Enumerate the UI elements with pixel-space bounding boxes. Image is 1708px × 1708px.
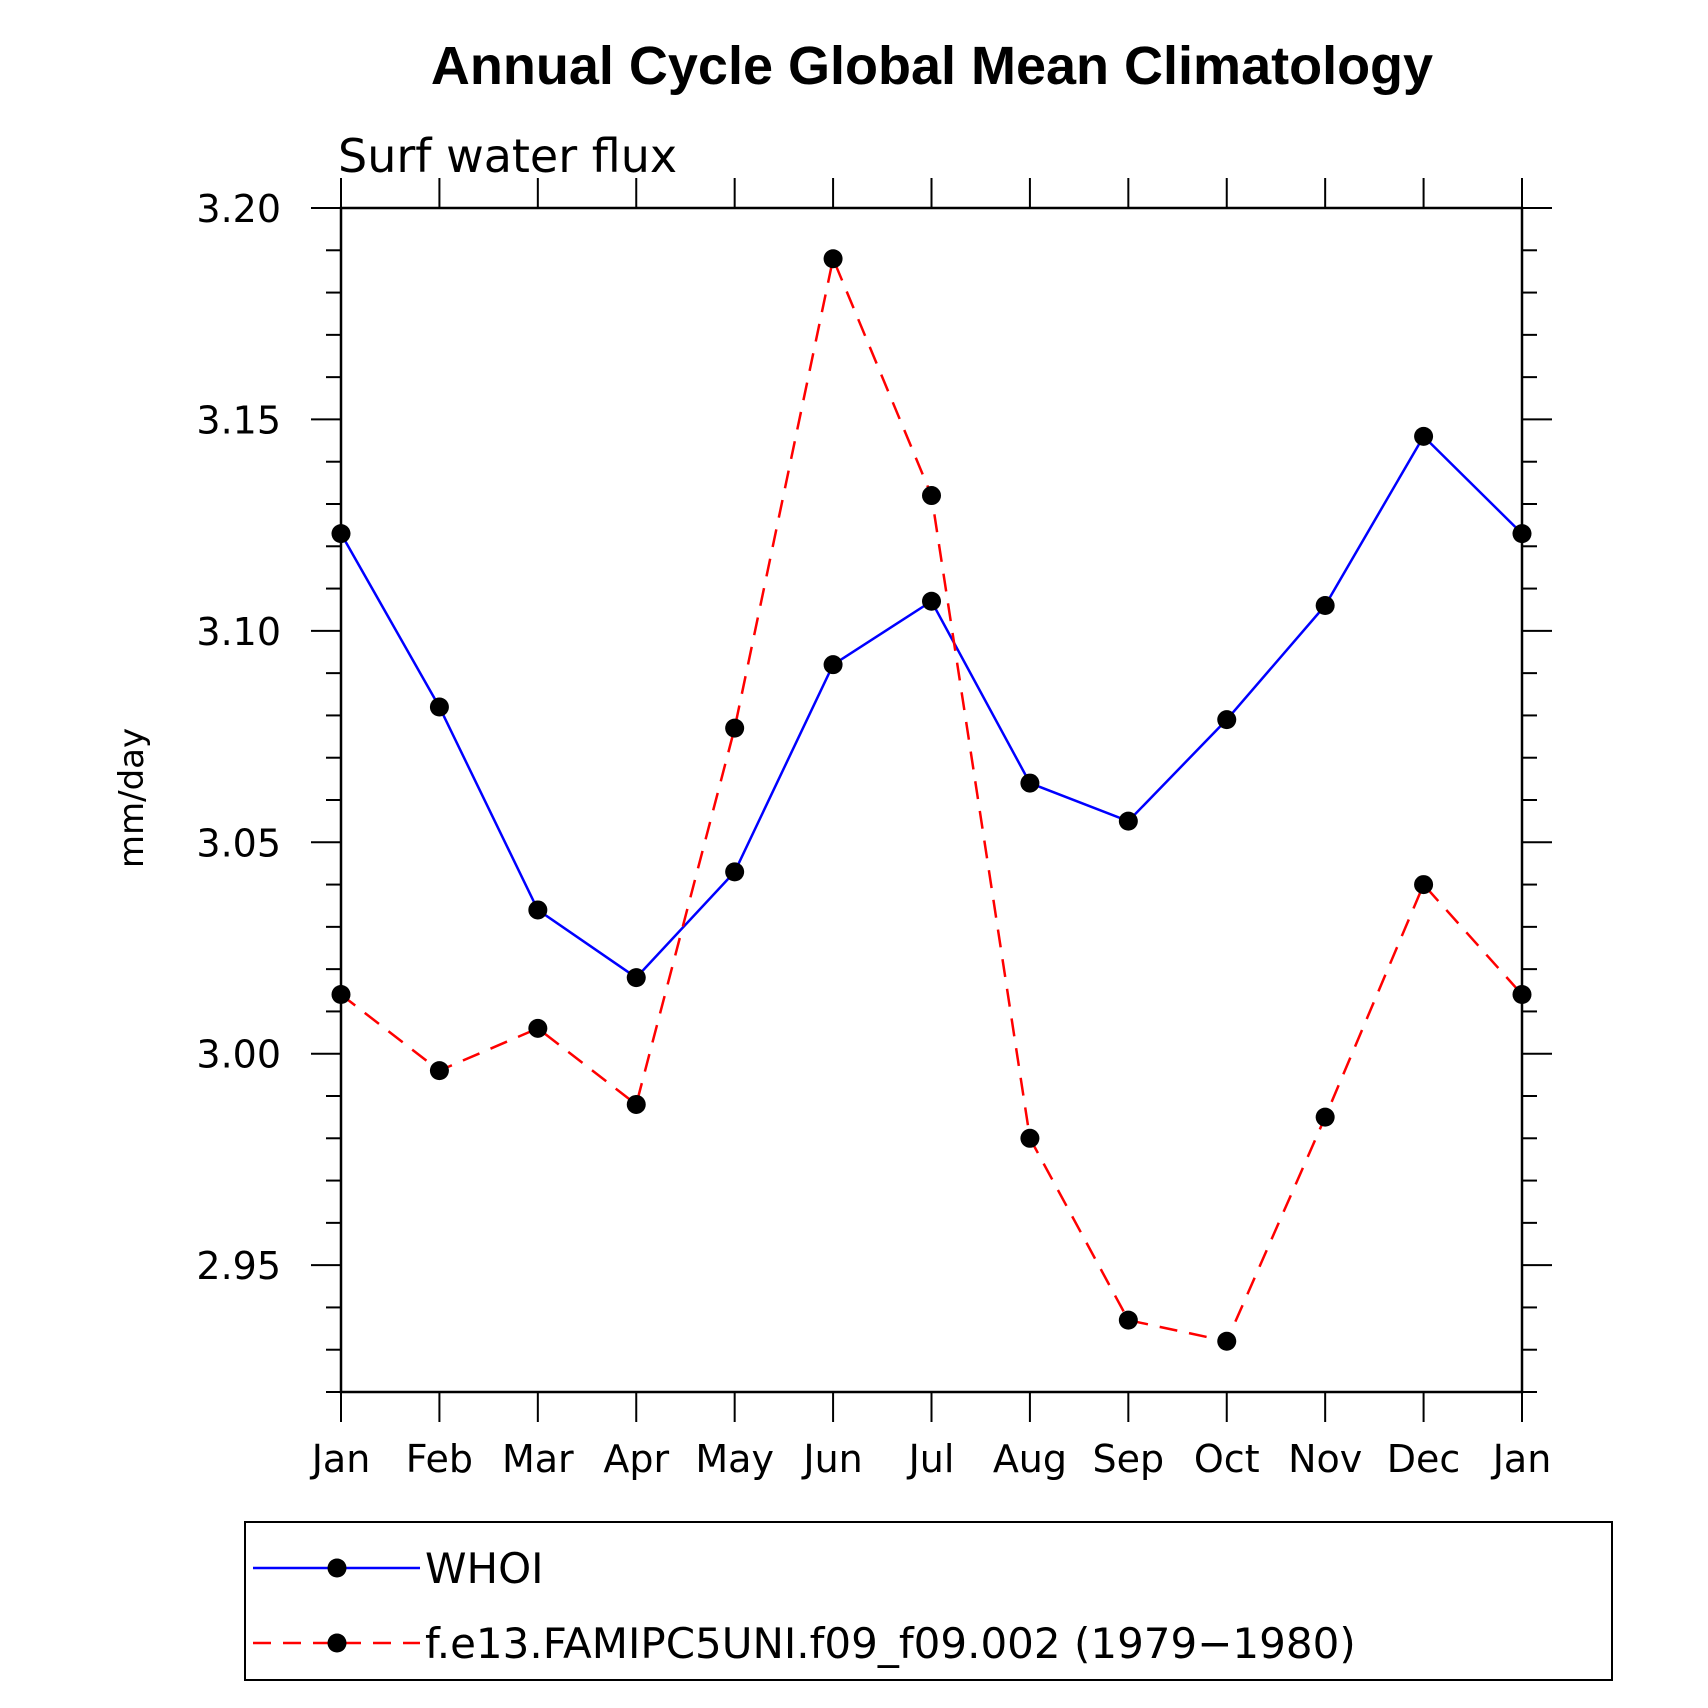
series-1-point [1414,426,1434,446]
x-tick-label: Apr [603,1437,669,1481]
x-tick-label: Sep [1093,1437,1165,1481]
series-2-point [626,1094,646,1114]
y-axis-label: mm/day [112,728,152,868]
series-2-point [725,718,745,738]
series-2-point [1512,985,1532,1005]
series-1-point [1217,710,1237,730]
x-tick-label: Jan [310,1437,371,1481]
series-2-point [922,486,941,506]
legend-label-2: f.e13.FAMIPC5UNI.f09_f09.002 (1979−1980) [425,1619,1356,1668]
legend-box [244,1521,1613,1681]
y-tick-label: 2.95 [196,1244,281,1288]
x-axis-ticks: Jan Feb Mar Apr May Jun Jul Aug Sep Oct Nov Dec Jan [310,178,1552,1481]
series-1-point [1315,595,1335,615]
x-tick-label: Mar [502,1437,574,1481]
series-line-1 [339,434,1523,980]
legend: WHOI f.e13.FAMIPC5UNI.f09_f09.002 (1979−1… [244,1521,1613,1681]
series-2-point [1315,1107,1335,1127]
series-2-point [1118,1310,1138,1330]
series-1-point [823,655,843,675]
x-tick-label: May [695,1437,774,1481]
series-1-point [1020,773,1040,793]
legend-label-1: WHOI [425,1544,544,1593]
series-2-point [331,985,351,1005]
y-tick-label: 3.00 [196,1033,281,1077]
y-tick-label: 3.10 [196,610,281,654]
plot-border [339,206,1524,1394]
legend-marker-1 [327,1558,347,1578]
series-line-2 [340,254,1523,1343]
y-tick-label: 3.20 [196,187,281,231]
series-layer [331,249,1532,1351]
y-tick-label: 3.15 [196,398,281,442]
series-1-point [528,900,548,920]
series-2-point [1020,1128,1040,1148]
series-1-point [626,968,646,988]
x-tick-label: Feb [406,1437,473,1481]
series-1-point [1512,524,1532,544]
x-tick-label: Oct [1194,1437,1260,1481]
series-1-point [429,697,449,717]
x-tick-label: Nov [1288,1437,1362,1481]
x-tick-label: Jul [907,1437,955,1481]
x-tick-label: Aug [993,1437,1067,1481]
chart-title: Annual Cycle Global Mean Climatology [431,36,1433,96]
series-2-point [1217,1331,1237,1351]
plot-frame [339,206,1524,1394]
series-1-point [725,862,745,882]
series-1-point [331,524,351,544]
y-tick-label: 3.05 [196,821,281,865]
series-2-point [823,249,843,269]
x-tick-label: Jun [801,1437,862,1481]
series-2-point [1414,875,1434,895]
x-tick-label: Jan [1491,1437,1552,1481]
series-1-point [922,591,941,611]
series-2-point [528,1018,548,1038]
series-2-point [429,1061,449,1081]
series-1-point [1118,811,1138,831]
x-tick-label: Dec [1387,1437,1461,1481]
y-axis-ticks: 3.20 3.15 3.10 3.05 3.00 2.95 [196,187,1552,1393]
chart-subtitle: Surf water flux [338,129,677,183]
legend-marker-2 [327,1633,347,1653]
